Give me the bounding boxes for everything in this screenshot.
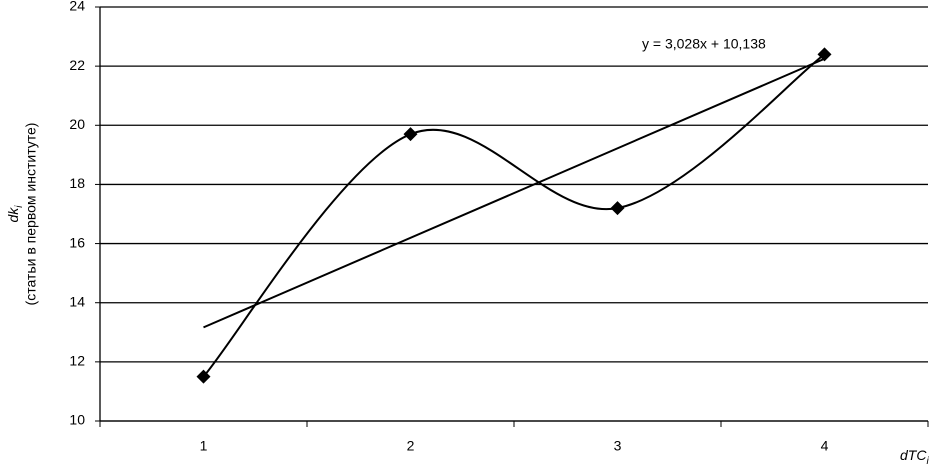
x-axis-label: dTC [900,447,927,463]
y-axis-title: dki (статьи в первом институте) [5,123,39,306]
x-tick-label: 2 [407,438,415,454]
x-axis-subscript: i [926,456,929,467]
y-axis-label: dk [5,207,21,223]
svg-text:dki: dki [5,205,25,223]
x-tick-label: 4 [821,438,829,454]
x-axis-title: dTCi [900,447,929,467]
x-tick-label: 3 [614,438,622,454]
y-tick-label: 22 [69,57,85,73]
y-tick-label: 20 [69,116,85,132]
y-tick-label: 12 [69,353,85,369]
y-tick-label: 10 [69,412,85,428]
data-point [610,201,625,216]
y-axis-note: (статьи в первом институте) [23,123,39,306]
trendline [203,57,825,329]
y-tick-label: 18 [69,175,85,191]
y-tick-label: 24 [69,0,85,14]
data-point [403,127,418,142]
series-line [202,53,826,378]
y-tick-label: 14 [69,293,85,309]
data-point [817,47,832,62]
data-point [196,369,211,384]
y-tick-label: 16 [69,234,85,250]
x-tick-label: 1 [200,438,208,454]
trendline-label: y = 3,028x + 10,138 [642,36,766,52]
y-axis-subscript: i [14,205,25,208]
